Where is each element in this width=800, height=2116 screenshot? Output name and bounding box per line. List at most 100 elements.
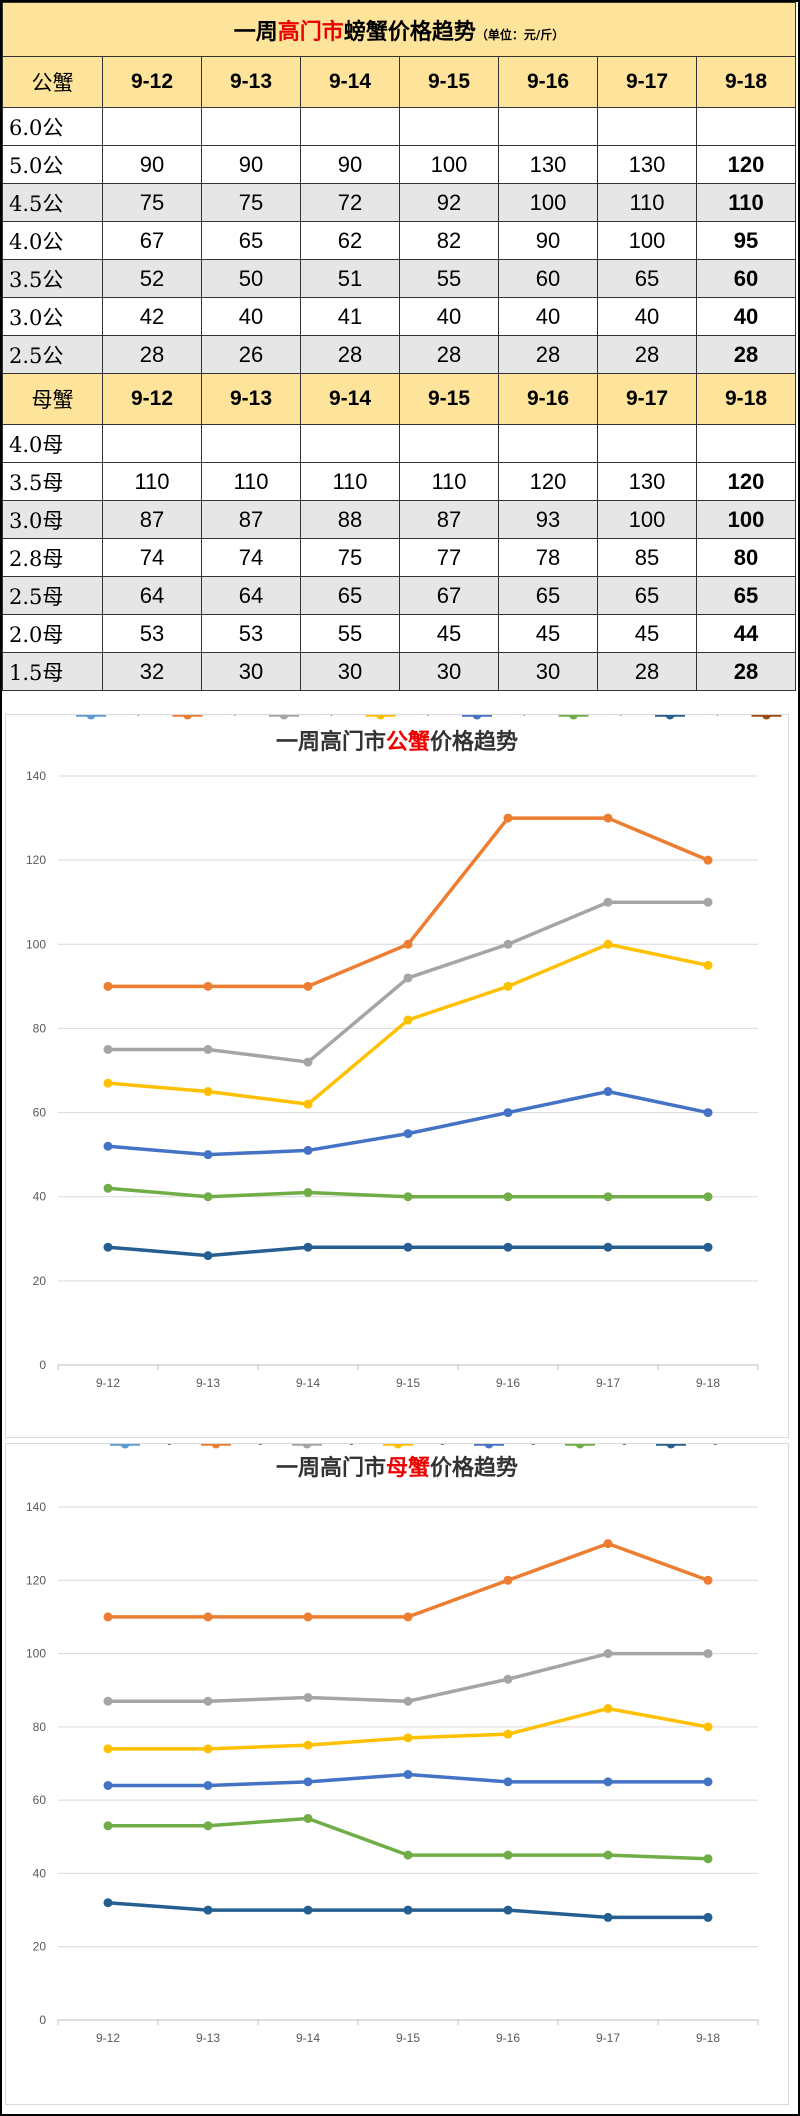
data-point — [503, 1674, 513, 1684]
price-cell: 120 — [696, 462, 796, 501]
data-point — [203, 1087, 213, 1097]
legend-marker — [211, 1439, 221, 1449]
data-point — [303, 1777, 313, 1787]
price-cell: 85 — [597, 538, 697, 577]
x-tick-label: 9-17 — [596, 1376, 620, 1390]
price-cell: 28 — [696, 652, 796, 691]
price-cell: 28 — [597, 335, 697, 374]
data-point — [603, 1912, 613, 1922]
x-tick-label: 9-15 — [396, 2031, 420, 2045]
price-table: 一周高门市螃蟹价格趋势（单位：元/斤） 公蟹 9-12 9-13 9-14 9-15 9-… — [2, 2, 796, 691]
data-point — [103, 1141, 113, 1151]
data-point — [303, 1693, 313, 1703]
data-point — [403, 1850, 413, 1860]
group-header: 母蟹 — [2, 373, 103, 425]
y-tick-label: 120 — [26, 1573, 46, 1587]
data-point — [203, 1696, 213, 1706]
data-point — [603, 1242, 613, 1252]
price-cell: 120 — [696, 145, 796, 184]
chart-title-part: 价格趋势 — [430, 729, 518, 755]
data-point — [603, 1850, 613, 1860]
price-cell: 93 — [498, 500, 598, 539]
price-cell: 100 — [597, 221, 697, 260]
price-cell: 53 — [201, 614, 301, 653]
chart-title-part: 母蟹 — [386, 1455, 430, 1481]
data-point — [303, 1057, 313, 1067]
y-tick-label: 140 — [26, 1500, 46, 1514]
x-tick-label: 9-14 — [296, 2031, 320, 2045]
title-prefix: 一周 — [233, 18, 278, 45]
legend-marker — [762, 710, 771, 720]
price-cell: 100 — [498, 183, 598, 222]
data-point — [103, 1780, 113, 1790]
price-cell — [300, 424, 400, 463]
legend-label: 4.0母 — [143, 1444, 174, 1447]
price-cell — [498, 107, 598, 146]
y-tick-label: 0 — [39, 2013, 46, 2027]
price-cell: 50 — [201, 259, 301, 298]
data-point — [303, 1740, 313, 1750]
price-cell: 26 — [201, 335, 301, 374]
row-label: 2.5母 — [2, 576, 103, 615]
price-cell: 28 — [102, 335, 202, 374]
row-label: 3.5母 — [2, 462, 103, 501]
legend-marker — [569, 710, 578, 720]
data-point — [103, 1821, 113, 1831]
series-line — [108, 1651, 708, 1703]
legend-label: 2.5母 — [507, 1444, 538, 1447]
row-label: 3.0母 — [2, 500, 103, 539]
x-tick-label: 9-12 — [96, 2031, 120, 2045]
table-row: 4.5公 75 75 72 92 100 110 110 — [2, 183, 796, 222]
table-row: 3.5母 110 110 110 110 120 130 120 — [2, 462, 796, 501]
data-point — [703, 1777, 713, 1787]
chart-title-part: 公蟹 — [386, 729, 430, 755]
data-point — [603, 813, 613, 823]
price-cell: 90 — [498, 221, 598, 260]
price-cell: 67 — [102, 221, 202, 260]
data-point — [503, 939, 513, 949]
y-tick-label: 60 — [33, 1106, 47, 1120]
price-cell: 78 — [498, 538, 598, 577]
legend-label: 2.8母 — [416, 1444, 447, 1447]
table-row: 3.0公 42 40 41 40 40 40 40 — [2, 297, 796, 336]
legend-label: 3.0母 — [325, 1444, 356, 1447]
data-point — [303, 1145, 313, 1155]
price-cell: 87 — [102, 500, 202, 539]
date-header: 9-14 — [300, 56, 400, 108]
price-cell: 60 — [498, 259, 598, 298]
table-row: 2.8母 74 74 75 77 78 85 80 — [2, 538, 796, 577]
price-cell — [300, 107, 400, 146]
price-cell: 100 — [597, 500, 697, 539]
price-cell: 65 — [597, 259, 697, 298]
row-label: 4.0公 — [2, 221, 103, 260]
data-point — [603, 1704, 613, 1714]
data-point — [603, 1087, 613, 1097]
data-point — [303, 1905, 313, 1915]
price-cell: 30 — [399, 652, 499, 691]
x-tick-label: 9-18 — [696, 1376, 720, 1390]
legend-marker — [575, 1439, 585, 1449]
legend-label: 2.0母 — [598, 1444, 629, 1447]
price-cell: 87 — [399, 500, 499, 539]
price-cell: 120 — [498, 462, 598, 501]
price-cell: 51 — [300, 259, 400, 298]
data-point — [303, 1099, 313, 1109]
date-header: 9-13 — [201, 56, 301, 108]
legend-marker — [120, 1439, 130, 1449]
data-point — [303, 1612, 313, 1622]
table-row: 3.5公 52 50 51 55 60 65 60 — [2, 259, 796, 298]
chart-title-part: 价格趋势 — [430, 1455, 518, 1481]
data-point — [203, 1905, 213, 1915]
y-tick-label: 80 — [33, 1021, 47, 1035]
legend-label: 3.5母 — [234, 1444, 265, 1447]
price-cell: 45 — [597, 614, 697, 653]
table-row: 4.0公 67 65 62 82 90 100 95 — [2, 221, 796, 260]
date-header: 9-18 — [696, 56, 796, 108]
data-point — [503, 1242, 513, 1252]
data-point — [703, 1108, 713, 1118]
row-label: 2.8母 — [2, 538, 103, 577]
row-label: 4.5公 — [2, 183, 103, 222]
price-cell: 110 — [597, 183, 697, 222]
table-row: 2.5公 28 26 28 28 28 28 28 — [2, 335, 796, 374]
data-point — [703, 960, 713, 970]
